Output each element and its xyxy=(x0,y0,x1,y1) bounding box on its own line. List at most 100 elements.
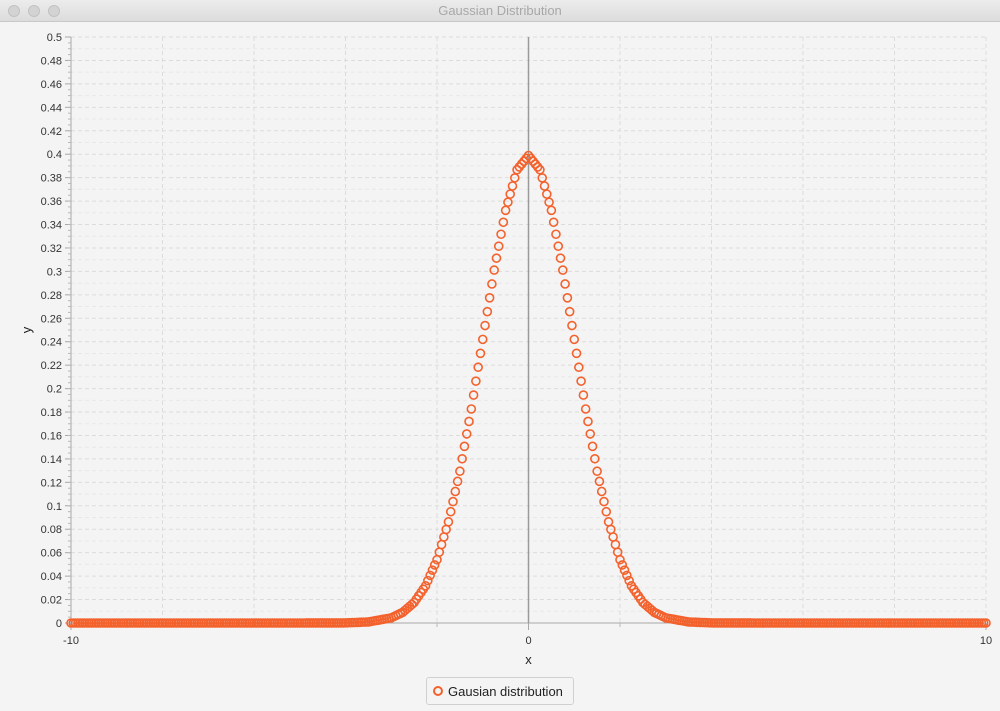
y-tick-label: 0.4 xyxy=(47,149,62,161)
data-point xyxy=(523,150,534,161)
chart-legend: Gausian distribution xyxy=(426,677,574,705)
data-point xyxy=(546,205,557,216)
y-tick-label: 0.32 xyxy=(41,243,62,255)
title-bar: Gaussian Distribution xyxy=(0,0,1000,22)
minimize-window-button[interactable] xyxy=(28,5,40,17)
data-point xyxy=(624,575,634,586)
data-point xyxy=(574,362,584,373)
x-axis-label: x xyxy=(525,652,532,667)
data-point xyxy=(468,390,479,400)
y-axis-label: y xyxy=(19,326,34,333)
y-tick-label: 0.34 xyxy=(41,220,62,232)
x-tick-label: 10 xyxy=(980,635,992,647)
data-point xyxy=(558,265,568,275)
data-point xyxy=(475,348,486,359)
y-tick-label: 0.16 xyxy=(41,430,62,442)
y-tick-label: 0.04 xyxy=(41,571,62,583)
data-point xyxy=(473,362,483,373)
data-point xyxy=(569,334,580,345)
data-point xyxy=(981,618,991,628)
data-point xyxy=(532,162,543,172)
data-point xyxy=(580,404,591,414)
y-tick-label: 0.28 xyxy=(41,290,62,302)
y-tick-label: 0.42 xyxy=(41,126,62,138)
data-point xyxy=(528,156,538,167)
data-point xyxy=(420,581,431,591)
legend-circle-icon xyxy=(433,686,443,696)
data-point xyxy=(452,476,463,487)
data-point xyxy=(471,376,481,386)
data-point xyxy=(448,496,458,507)
data-point xyxy=(585,429,596,439)
y-tick-label: 0.48 xyxy=(41,55,62,67)
data-point xyxy=(530,159,541,169)
data-point xyxy=(555,253,566,263)
data-point xyxy=(587,441,598,452)
data-point xyxy=(601,506,612,517)
data-point xyxy=(578,390,589,400)
y-tick-label: 0.18 xyxy=(41,407,62,419)
gaussian-chart: 0 0.02 0.04 0.06 0.08 0.1 0.12 0.14 0.16 0.18 0.2 0… xyxy=(19,32,992,667)
data-point xyxy=(514,162,525,172)
data-point xyxy=(450,486,461,497)
data-point xyxy=(480,320,490,331)
y-tick-label: 0.22 xyxy=(41,360,62,372)
data-point xyxy=(615,554,625,565)
data-point xyxy=(457,453,467,464)
close-window-button[interactable] xyxy=(8,5,20,17)
series-markers xyxy=(66,150,991,628)
data-point xyxy=(553,241,564,251)
data-point xyxy=(429,560,440,570)
data-point xyxy=(619,565,630,575)
data-point xyxy=(590,453,600,464)
data-point xyxy=(498,217,509,228)
data-point xyxy=(455,466,465,477)
y-tick-label: 0.3 xyxy=(47,266,62,278)
data-point xyxy=(482,306,493,317)
data-point xyxy=(461,429,472,439)
data-point xyxy=(445,506,456,517)
data-point xyxy=(427,565,438,575)
data-point xyxy=(592,466,602,477)
data-point xyxy=(464,416,474,427)
data-point xyxy=(599,496,609,507)
y-tick-label: 0.36 xyxy=(41,196,62,208)
data-point xyxy=(489,265,499,275)
data-point xyxy=(443,517,454,527)
data-point xyxy=(423,575,433,586)
data-point xyxy=(622,570,632,581)
data-point xyxy=(596,486,607,497)
y-tick-label: 0.02 xyxy=(41,595,62,607)
data-point xyxy=(425,570,435,581)
y-tick-label: 0.14 xyxy=(41,454,62,466)
y-tick-label: 0.44 xyxy=(41,102,62,114)
data-point xyxy=(466,404,477,414)
data-point xyxy=(487,279,497,289)
data-point xyxy=(477,334,488,345)
data-point xyxy=(548,217,559,228)
data-point xyxy=(496,229,506,240)
x-tick-label: -10 xyxy=(63,635,79,647)
data-point xyxy=(564,306,575,317)
data-point xyxy=(512,164,522,175)
data-point xyxy=(594,476,605,487)
data-point xyxy=(583,416,593,427)
y-tick-label: 0.06 xyxy=(41,548,62,560)
y-tick-label: 0.46 xyxy=(41,79,62,91)
data-point xyxy=(576,376,586,386)
y-tick-label: 0.5 xyxy=(47,32,62,44)
y-tick-label: 0.24 xyxy=(41,337,62,349)
data-point xyxy=(493,241,504,251)
y-tick-label: 0.26 xyxy=(41,313,62,325)
window-title: Gaussian Distribution xyxy=(438,3,562,18)
data-point xyxy=(617,560,628,570)
y-tick-label: 0.08 xyxy=(41,524,62,536)
data-point xyxy=(484,293,495,303)
zoom-window-button[interactable] xyxy=(48,5,60,17)
x-tick-label: 0 xyxy=(525,635,531,647)
data-point xyxy=(516,159,527,169)
y-tick-label: 0.1 xyxy=(47,501,62,513)
y-tick-label: 0.12 xyxy=(41,477,62,489)
data-point xyxy=(567,320,577,331)
